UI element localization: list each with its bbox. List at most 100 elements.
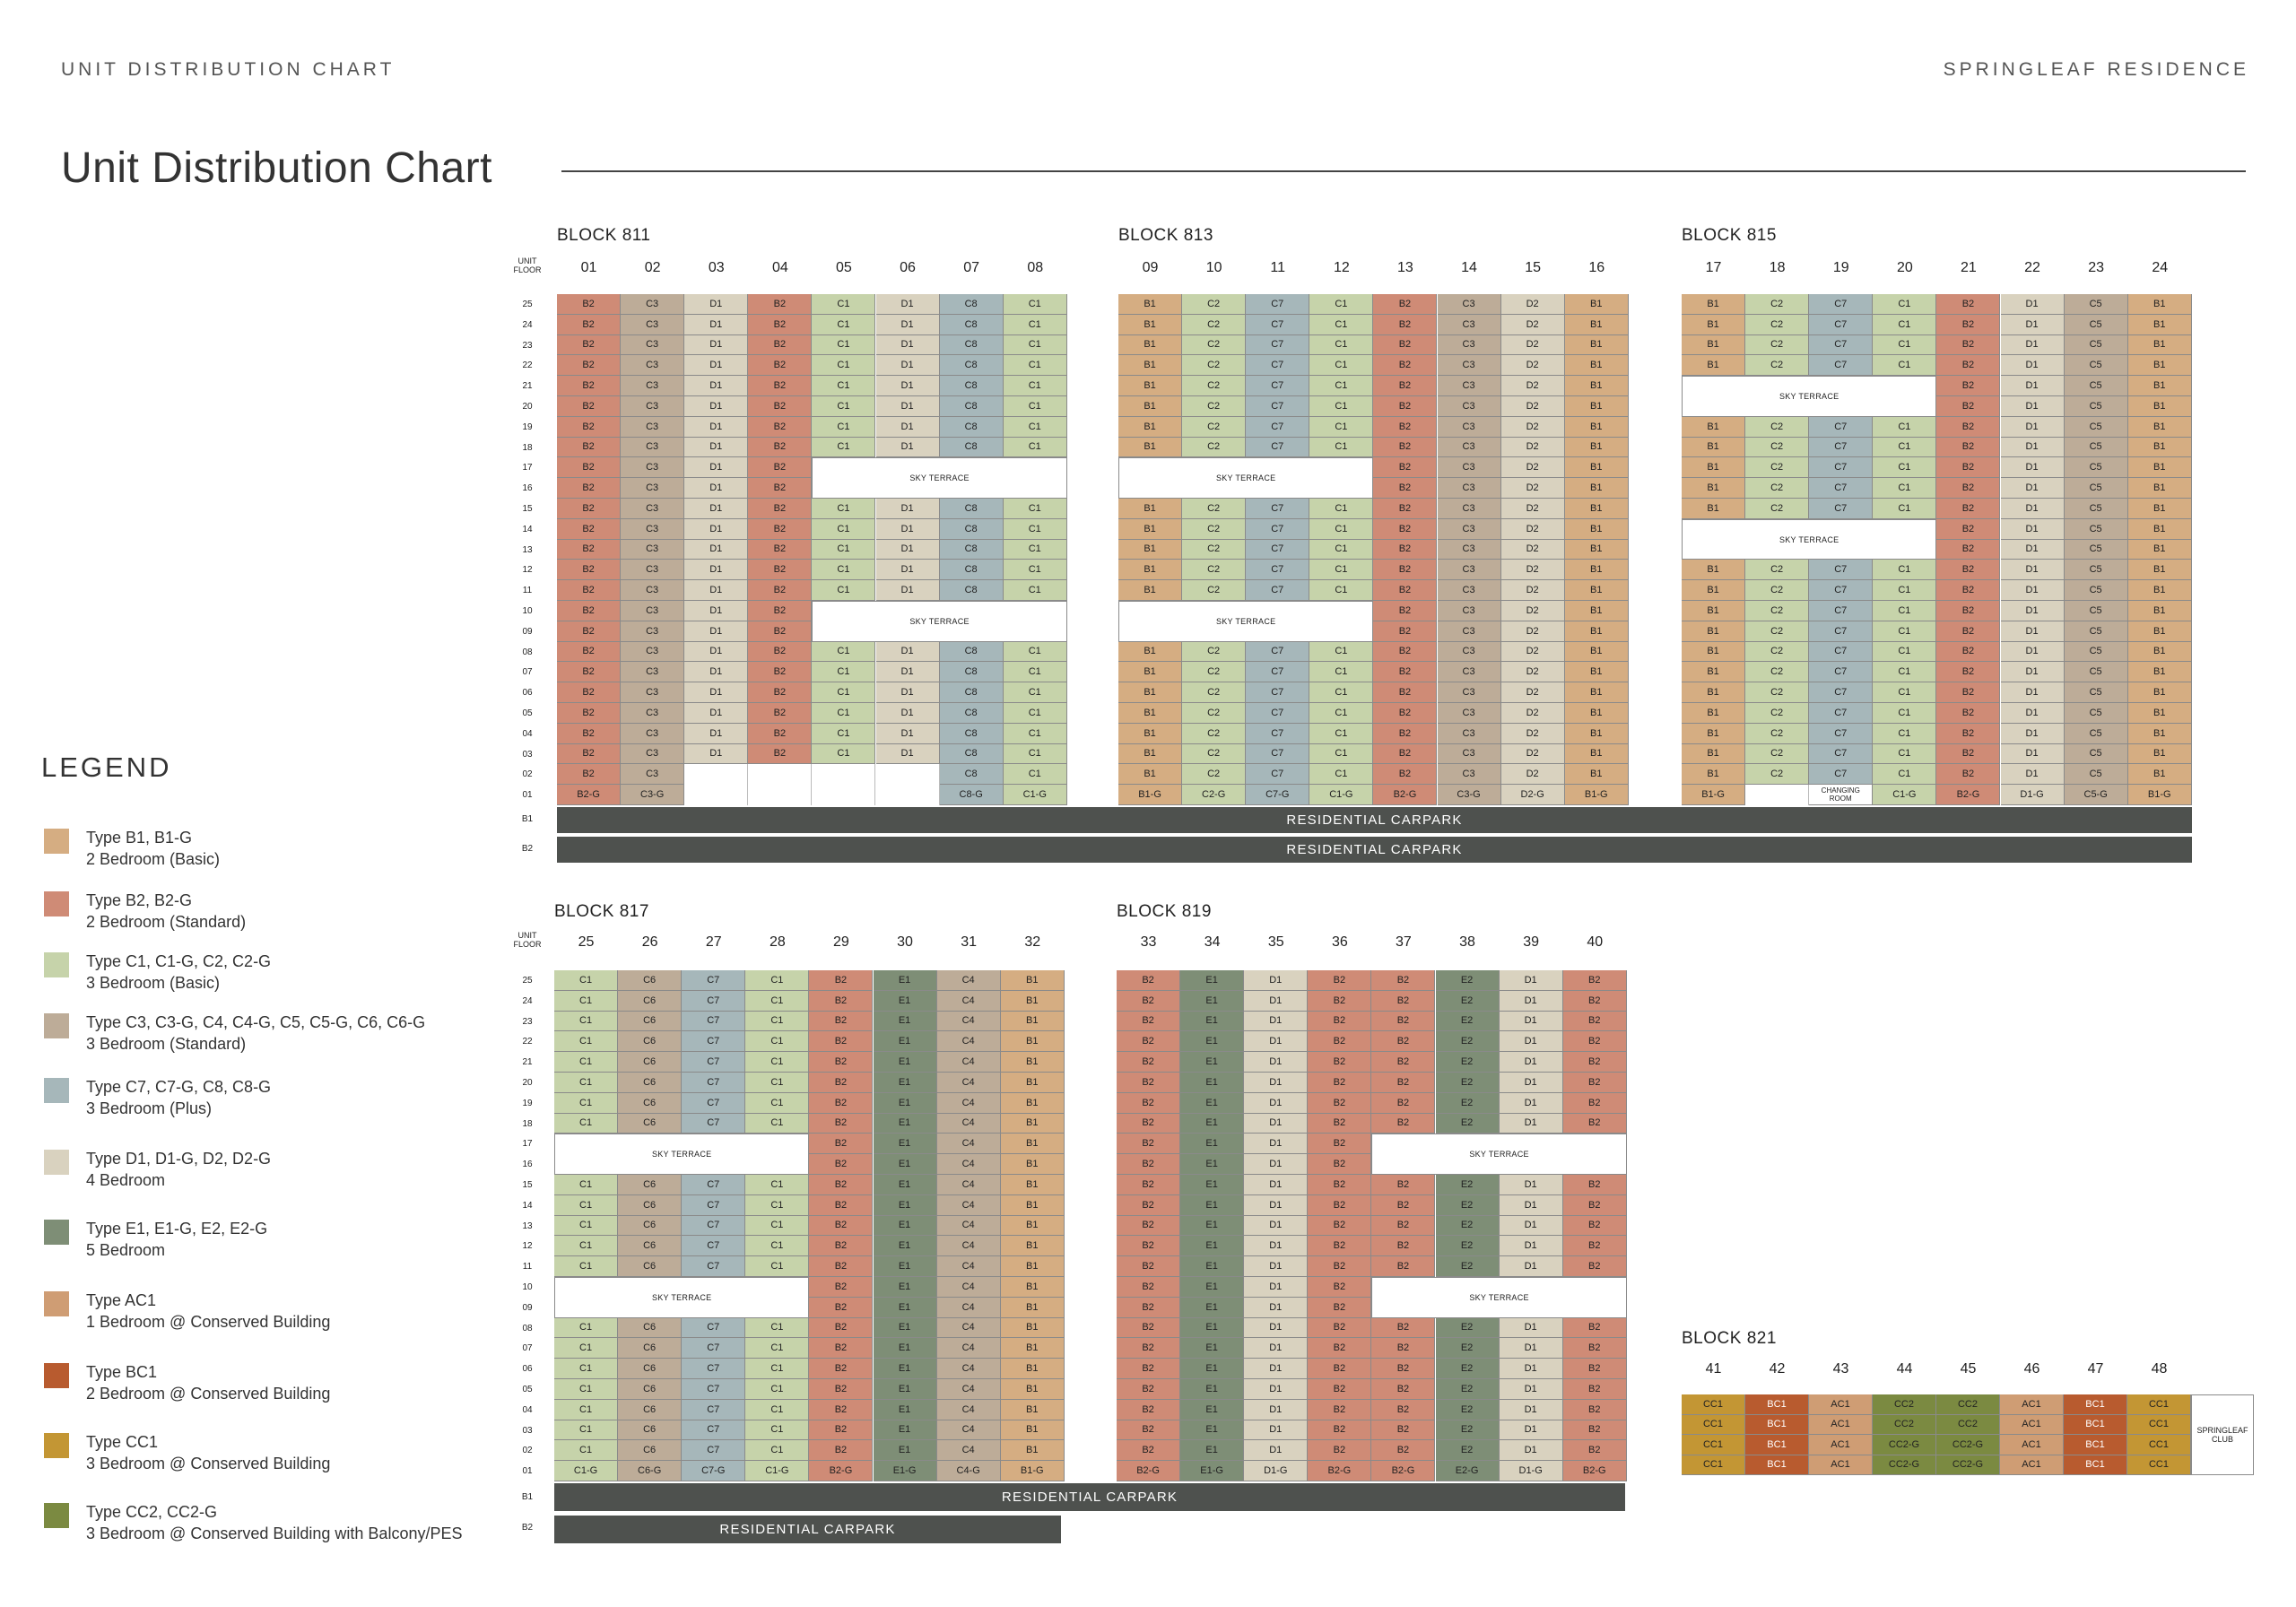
unit-cell: C1	[1309, 416, 1374, 438]
unit-cell: B1	[1564, 518, 1629, 540]
unit-cell: C3-G	[1437, 785, 1501, 805]
unit-cell: C1	[745, 1031, 810, 1053]
unit-cell: C1	[745, 1194, 810, 1216]
unit-cell: AC1	[2000, 1414, 2064, 1435]
unit-cell: C6	[618, 1113, 683, 1134]
unit-cell: B2	[1936, 314, 2001, 335]
unit-cell: B2	[1562, 1194, 1627, 1216]
unit-cell: C7	[682, 1092, 746, 1114]
unit-cell: C4	[936, 1317, 1001, 1339]
floor-label: 02	[522, 1446, 533, 1456]
unit-cell: B2	[1117, 1338, 1181, 1359]
floor-label: 09	[522, 1302, 533, 1313]
unit-cell: D2	[1500, 416, 1565, 438]
unit-column-header: 29	[833, 934, 849, 950]
basement-label: B1	[521, 814, 534, 824]
unit-cell: B2	[557, 376, 622, 396]
unit-cell: C1	[812, 682, 876, 703]
unit-cell: C7	[682, 1011, 746, 1032]
unit-cell: D1	[1244, 1277, 1309, 1298]
legend-description: 1 Bedroom @ Conserved Building	[86, 1313, 331, 1331]
unit-cell: C6	[618, 1379, 683, 1400]
unit-cell: B2	[1562, 1317, 1627, 1339]
unit-cell: D1	[684, 294, 749, 315]
unit-cell: B2	[809, 1092, 874, 1114]
unit-cell: B1	[1564, 580, 1629, 601]
unit-cell: BC1	[1745, 1455, 1809, 1475]
unit-cell: B2	[1373, 376, 1438, 396]
unit-column-header: 22	[2024, 260, 2040, 275]
legend-description: 2 Bedroom @ Conserved Building	[86, 1385, 331, 1403]
unit-cell: C7	[682, 1194, 746, 1216]
unit-cell: C1	[1003, 580, 1067, 601]
unit-cell: D1	[684, 539, 749, 560]
unit-cell: B2	[1308, 970, 1372, 991]
unit-cell: C4	[936, 1359, 1001, 1379]
page-title: Unit Distribution Chart	[61, 144, 492, 192]
floor-label: 02	[522, 769, 533, 780]
unit-cell: C5	[2064, 560, 2128, 581]
unit-cell: C2-G	[1182, 785, 1247, 805]
unit-cell: C3	[1437, 601, 1501, 621]
unit-column-header: 39	[1523, 934, 1540, 950]
unit-cell: C2	[1182, 294, 1247, 315]
unit-cell: B1	[1564, 396, 1629, 417]
unit-cell: C7	[1246, 703, 1310, 724]
unit-column-header: 10	[1205, 260, 1222, 275]
unit-column-header: 13	[1397, 260, 1413, 275]
unit-cell: D2	[1500, 682, 1565, 703]
unit-cell: B2	[1308, 1154, 1372, 1175]
unit-cell: B1	[1118, 437, 1183, 458]
unit-cell: C2	[1745, 560, 1810, 581]
unit-cell: B2	[1373, 416, 1438, 438]
unit-cell: C5	[2064, 723, 2128, 744]
unit-cell: C7	[682, 1359, 746, 1379]
unit-cell: B1	[2127, 457, 2192, 479]
unit-cell: B2	[809, 1379, 874, 1400]
unit-cell: B2	[748, 662, 813, 683]
unit-cell: B1	[1682, 560, 1746, 581]
unit-cell: C2	[1182, 314, 1247, 335]
unit-cell: B2	[557, 723, 622, 744]
unit-cell: BC1	[2064, 1435, 2127, 1455]
unit-column-header: 41	[1705, 1361, 1722, 1377]
unit-cell: E1	[1180, 1297, 1245, 1318]
unit-cell: B2	[1117, 990, 1181, 1012]
floor-label: 04	[522, 1404, 533, 1415]
unit-cell: C1	[554, 1256, 619, 1277]
unit-cell: B2	[1373, 743, 1438, 765]
unit-cell: C1-G	[1873, 785, 1937, 805]
unit-cell: C1	[1309, 764, 1374, 786]
unit-cell: C1	[1873, 662, 1937, 683]
unit-cell: D1	[1244, 1134, 1309, 1155]
unit-column-header: 37	[1396, 934, 1412, 950]
unit-cell: C3	[621, 499, 685, 519]
unit-column-header: 19	[1832, 260, 1849, 275]
unit-cell: C7	[1246, 294, 1310, 315]
unit-cell: D1	[684, 416, 749, 438]
unit-cell: B2	[1373, 457, 1438, 479]
title-divider	[561, 170, 2246, 172]
unit-cell: C7	[1809, 723, 1874, 744]
unit-cell: D1	[1244, 1236, 1309, 1257]
unit-cell: B2	[809, 1215, 874, 1237]
unit-cell: C3	[621, 437, 685, 458]
unit-cell: B2	[1117, 1175, 1181, 1195]
unit-cell: D1	[1499, 1092, 1563, 1114]
floor-label: 07	[522, 667, 533, 678]
unit-column-header: 09	[1142, 260, 1159, 275]
unit-cell: D2	[1500, 376, 1565, 396]
unit-cell: E1	[1180, 1154, 1245, 1175]
unit-cell: D1	[2000, 560, 2065, 581]
unit-cell: C2	[1745, 743, 1810, 765]
unit-cell: C7	[1246, 662, 1310, 683]
unit-cell: C3	[1437, 580, 1501, 601]
unit-cell: B2	[1308, 1052, 1372, 1073]
unit-cell: D1	[875, 334, 940, 356]
unit-cell: B2	[1308, 1420, 1372, 1441]
unit-cell: B2	[809, 1011, 874, 1032]
unit-cell: C1	[812, 703, 876, 724]
empty-slot	[684, 764, 749, 805]
unit-cell: E1	[873, 1399, 937, 1420]
empty-slot	[875, 764, 940, 805]
